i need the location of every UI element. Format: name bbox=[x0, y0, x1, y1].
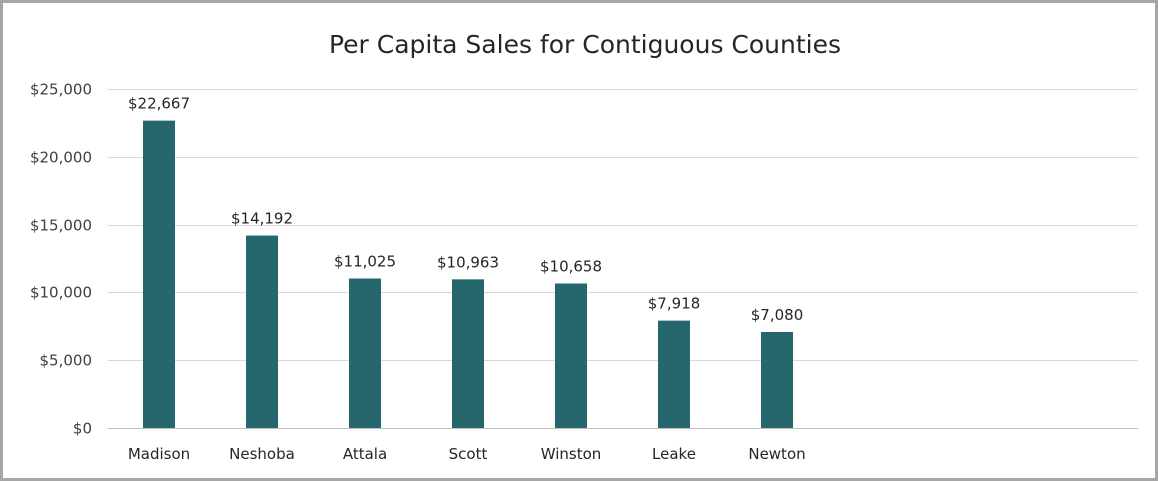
y-tick-label: $0 bbox=[73, 420, 92, 438]
bar bbox=[658, 320, 690, 428]
category-label: Attala bbox=[343, 445, 387, 463]
data-label: $22,667 bbox=[128, 95, 190, 113]
category-label: Madison bbox=[128, 445, 190, 463]
category-label: Winston bbox=[541, 445, 602, 463]
y-tick-label: $5,000 bbox=[40, 352, 93, 370]
category-label: Scott bbox=[449, 445, 488, 463]
category-label: Leake bbox=[652, 445, 696, 463]
category-label: Neshoba bbox=[229, 445, 295, 463]
data-label: $10,963 bbox=[437, 253, 499, 271]
bar bbox=[143, 120, 175, 428]
bar bbox=[349, 278, 381, 428]
data-label: $7,918 bbox=[648, 295, 701, 313]
y-tick-label: $25,000 bbox=[30, 81, 92, 99]
chart-title: Per Capita Sales for Contiguous Counties bbox=[328, 30, 842, 59]
bar bbox=[246, 235, 278, 428]
category-label: Newton bbox=[748, 445, 805, 463]
y-tick-label: $20,000 bbox=[30, 149, 92, 167]
y-tick-label: $10,000 bbox=[30, 284, 92, 302]
bar bbox=[761, 331, 793, 428]
y-tick-label: $15,000 bbox=[30, 217, 92, 235]
bar bbox=[555, 283, 587, 428]
bar bbox=[452, 279, 484, 428]
data-label: $10,658 bbox=[540, 257, 602, 275]
data-label: $14,192 bbox=[231, 210, 293, 228]
data-label: $7,080 bbox=[751, 306, 804, 324]
data-label: $11,025 bbox=[334, 253, 396, 271]
